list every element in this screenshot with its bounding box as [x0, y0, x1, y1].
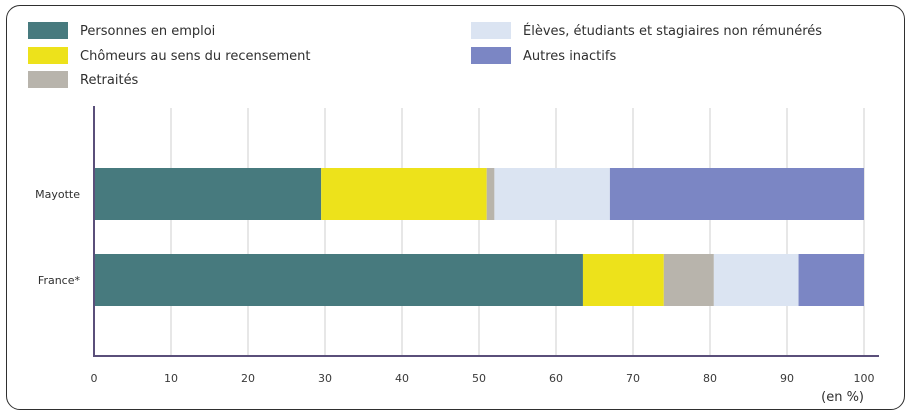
legend-swatch — [28, 47, 68, 64]
x-tick-label: 60 — [549, 372, 563, 385]
x-tick-label: 50 — [472, 372, 486, 385]
legend-label: Autres inactifs — [523, 49, 616, 64]
x-unit-label: (en %) — [821, 390, 864, 405]
bar-segment — [94, 254, 583, 306]
x-tick-label: 90 — [780, 372, 794, 385]
legend-swatch — [28, 71, 68, 88]
x-tick-label: 10 — [164, 372, 178, 385]
legend-label: Retraités — [80, 73, 139, 88]
category-label: Mayotte — [35, 188, 80, 201]
legend-swatch — [471, 22, 511, 39]
bar-segment — [663, 254, 714, 306]
grid-lines — [170, 108, 865, 356]
legend-label: Personnes en emploi — [80, 24, 215, 39]
x-tick-label: 30 — [318, 372, 332, 385]
legend: Personnes en emploi Chômeurs au sens du r… — [28, 22, 822, 88]
category-labels: Mayotte France* — [35, 188, 80, 287]
x-tick-label: 0 — [91, 372, 98, 385]
bar-segment — [94, 168, 322, 220]
x-tick-labels: 0 10 20 30 40 50 60 70 80 90 100 — [91, 372, 875, 385]
axes — [93, 106, 879, 357]
x-tick-label: 100 — [854, 372, 875, 385]
bar-segment — [609, 168, 864, 220]
bar-segment — [713, 254, 799, 306]
bar-segment — [486, 168, 495, 220]
bar-segment — [582, 254, 664, 306]
legend-label: Chômeurs au sens du recensement — [80, 49, 311, 64]
bars — [94, 168, 864, 306]
legend-swatch — [28, 22, 68, 39]
bar-segment — [321, 168, 487, 220]
x-tick-label: 40 — [395, 372, 409, 385]
bar-segment — [494, 168, 610, 220]
x-tick-label: 80 — [703, 372, 717, 385]
x-tick-label: 20 — [241, 372, 255, 385]
legend-label: Élèves, étudiants et stagiaires non rému… — [523, 23, 822, 39]
legend-swatch — [471, 47, 511, 64]
bar-segment — [798, 254, 864, 306]
x-tick-label: 70 — [626, 372, 640, 385]
category-label: France* — [38, 274, 81, 287]
